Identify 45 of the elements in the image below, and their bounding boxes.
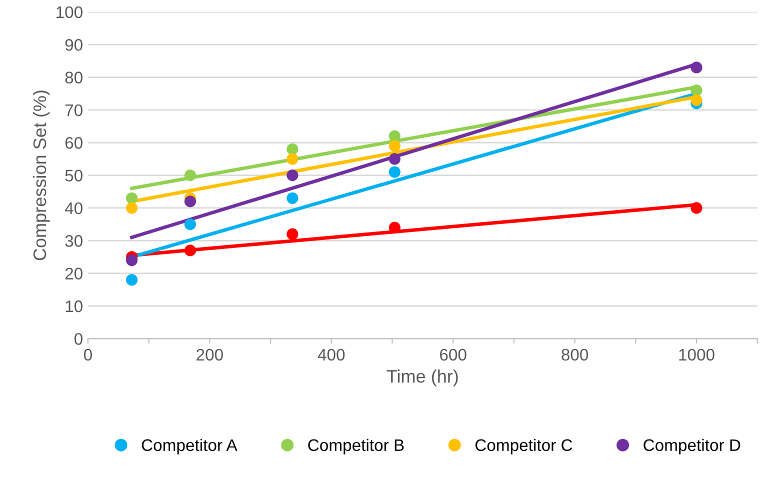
y-tick-label: 100 xyxy=(56,6,82,18)
point xyxy=(690,84,702,96)
point xyxy=(184,169,196,182)
point xyxy=(184,196,196,208)
y-tick-label: 30 xyxy=(65,235,82,247)
y-axis-title: Compression Set (%) xyxy=(32,90,50,260)
legend-label: Competitor D xyxy=(644,438,740,454)
point xyxy=(388,130,400,142)
point xyxy=(286,169,298,182)
y-tick-label: 70 xyxy=(65,104,82,116)
x-tick-label: 1000 xyxy=(679,348,714,361)
point xyxy=(286,143,298,155)
point xyxy=(184,244,196,256)
y-tick-label: 80 xyxy=(65,72,82,84)
y-tick-label: 90 xyxy=(65,39,82,51)
point xyxy=(690,202,702,214)
x-tick-label: 400 xyxy=(318,348,345,361)
point xyxy=(286,192,298,204)
point xyxy=(286,228,298,240)
y-tick-label: 10 xyxy=(66,300,82,312)
point xyxy=(388,153,400,165)
point xyxy=(690,62,702,74)
point xyxy=(388,140,400,152)
point xyxy=(126,202,138,214)
x-axis-title: Time (hr) xyxy=(386,369,458,386)
legend-label: Competitor A xyxy=(142,438,238,454)
y-tick-label: 60 xyxy=(65,137,82,149)
point xyxy=(126,192,138,204)
x-tick-label: 800 xyxy=(562,348,588,361)
point xyxy=(388,166,400,178)
point xyxy=(126,254,138,266)
point xyxy=(690,94,702,106)
legend-label: Competitor B xyxy=(308,438,404,454)
point xyxy=(388,222,400,234)
y-tick-label: 20 xyxy=(65,268,82,280)
y-tick-label: 40 xyxy=(64,202,82,214)
x-tick-label: 200 xyxy=(196,348,223,361)
y-tick-label: 50 xyxy=(65,170,82,182)
y-tick-label: 0 xyxy=(74,333,82,345)
legend-label: Competitor C xyxy=(475,438,572,454)
point xyxy=(126,274,138,286)
x-tick-label: 0 xyxy=(84,348,92,361)
point xyxy=(286,153,298,165)
point xyxy=(184,218,196,230)
x-tick-label: 600 xyxy=(440,348,466,361)
